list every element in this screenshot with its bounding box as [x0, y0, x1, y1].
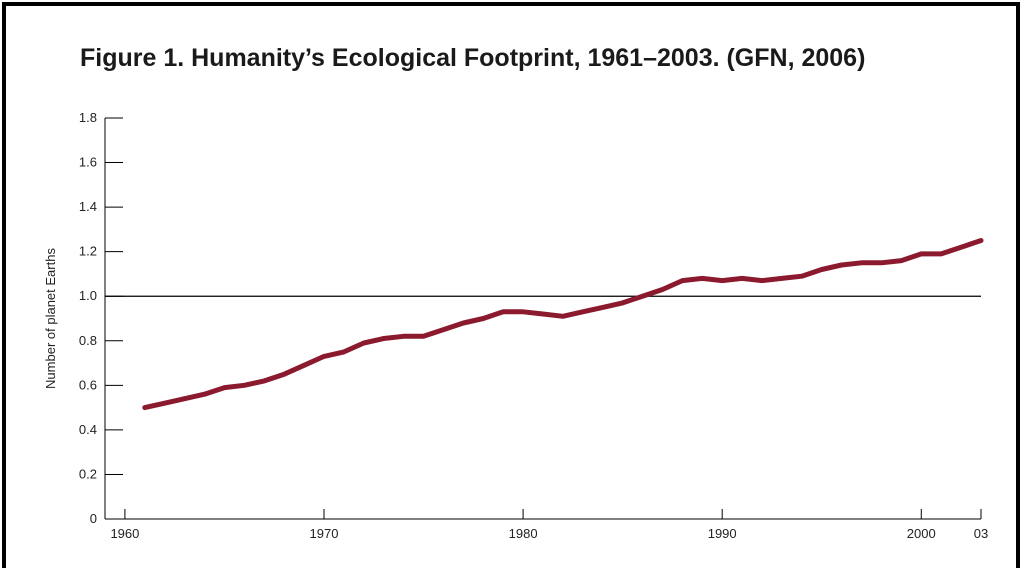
x-tick-label: 1970: [310, 526, 339, 541]
x-tick-label: 2000: [907, 526, 936, 541]
chart-title: Figure 1. Humanity’s Ecological Footprin…: [80, 44, 866, 72]
y-tick-label: 1.8: [79, 110, 97, 125]
y-tick-label: 1.0: [79, 288, 97, 303]
y-axis-label: Number of planet Earths: [43, 248, 58, 389]
x-tick-label: 1960: [110, 526, 139, 541]
x-tick-label: 1980: [509, 526, 538, 541]
y-tick-label: 0.4: [79, 422, 97, 437]
x-tick-label: 1990: [708, 526, 737, 541]
y-tick-label: 1.4: [79, 199, 97, 214]
y-tick-label: 1.2: [79, 244, 97, 259]
y-tick-label: 0: [90, 511, 97, 526]
x-axis-ticks: 1960 1970 1980 1990 2000 03: [110, 509, 988, 541]
y-tick-label: 0.8: [79, 333, 97, 348]
y-axis-ticks: 0 0.2 0.4 0.6 0.8 1.0 1.2 1.4 1.6 1.8: [79, 110, 123, 526]
y-tick-label: 1.6: [79, 155, 97, 170]
x-tick-label: 03: [974, 526, 988, 541]
y-tick-label: 0.2: [79, 466, 97, 481]
series-line: [142, 238, 984, 411]
y-tick-label: 0.6: [79, 377, 97, 392]
axes: [104, 118, 981, 520]
